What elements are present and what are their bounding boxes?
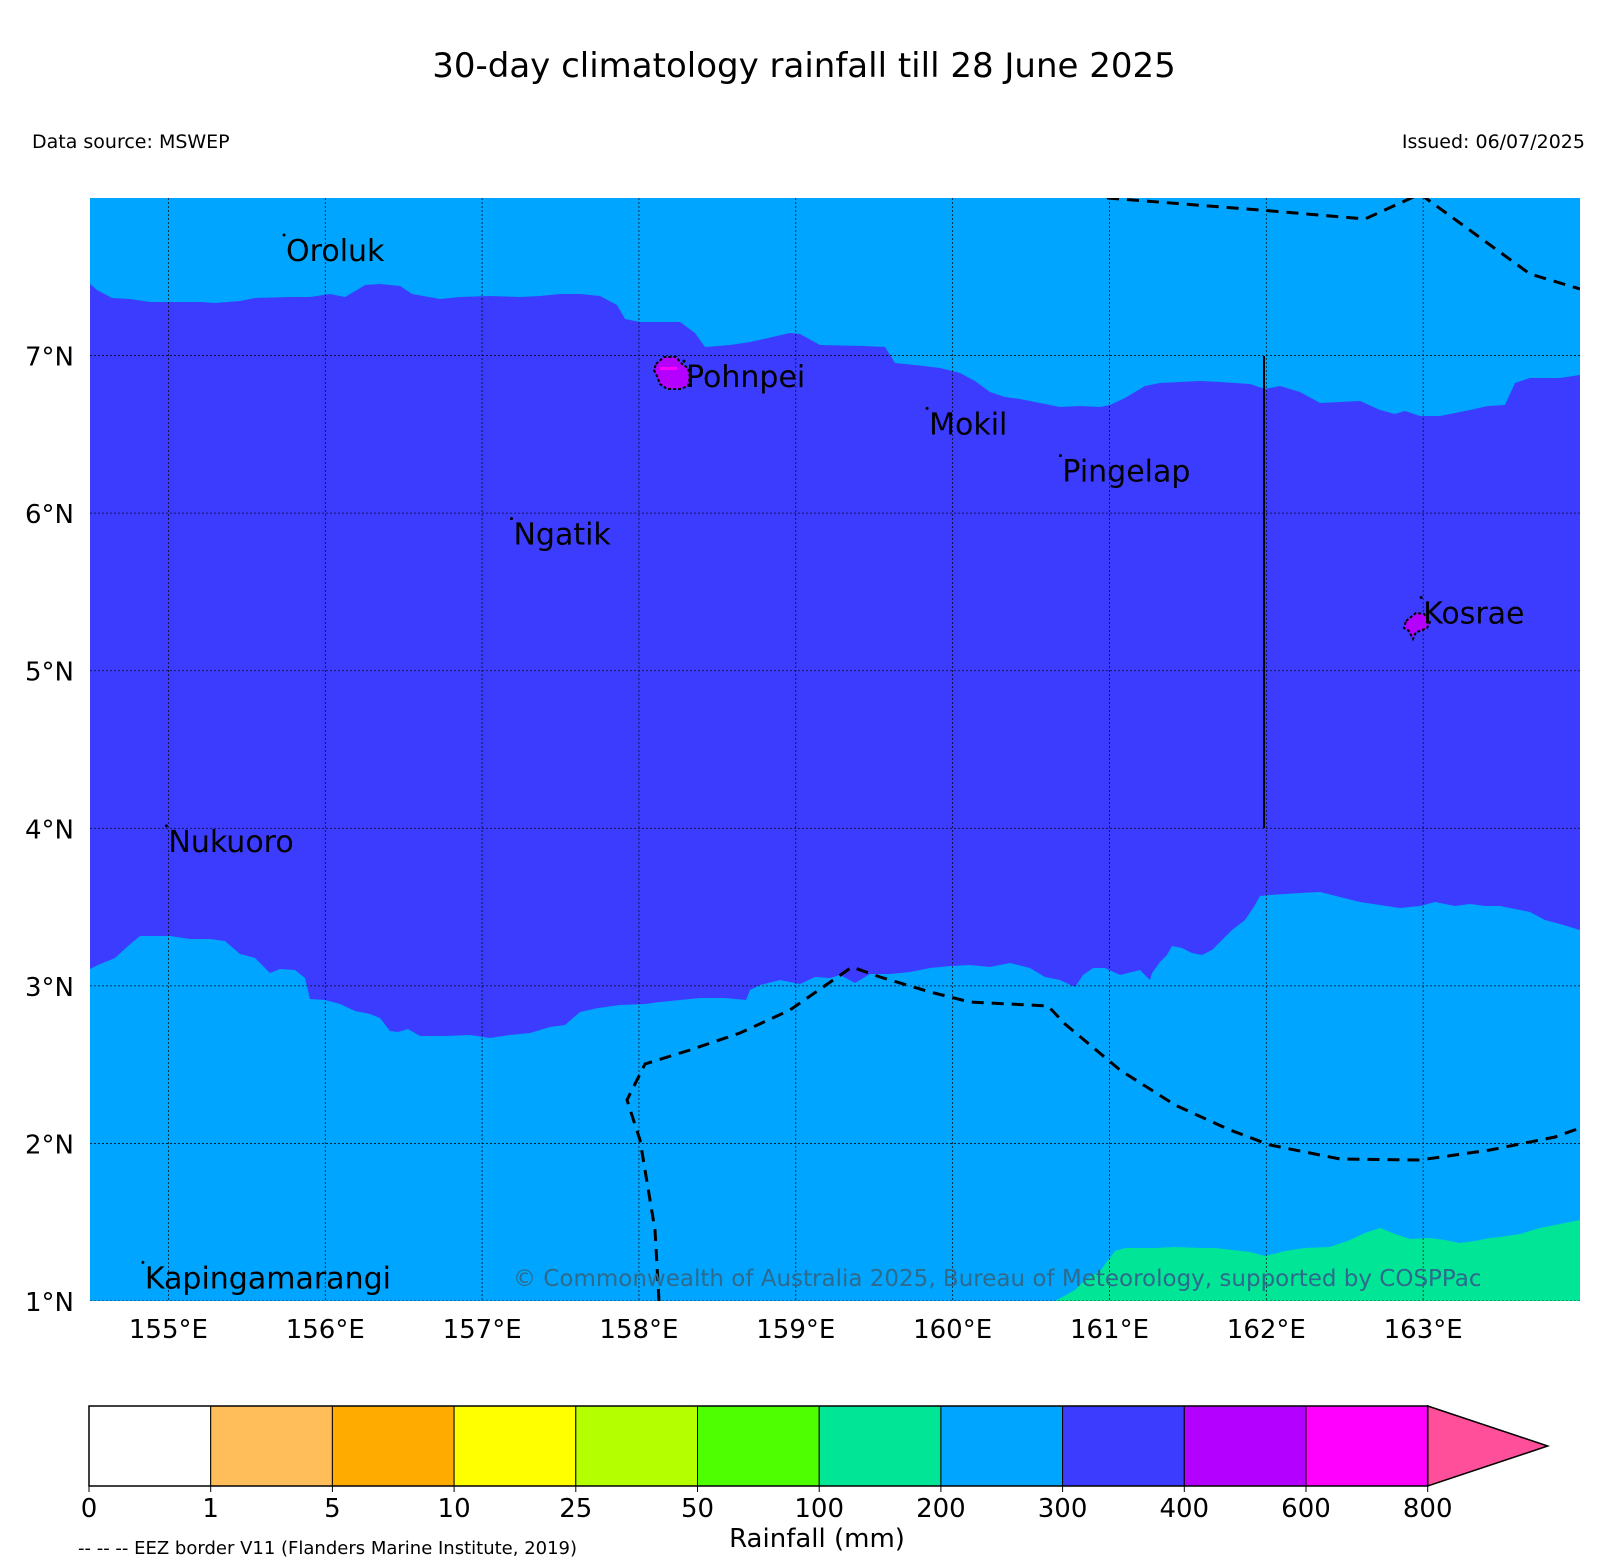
colorbar-tick-label: 400 bbox=[1159, 1494, 1209, 1524]
colorbar-segment bbox=[1305, 1405, 1429, 1487]
place-label: Pohnpei bbox=[686, 360, 805, 395]
graticule-lines bbox=[90, 198, 1580, 1301]
rainfall-band-100-200 bbox=[1055, 1220, 1580, 1301]
rainfall-colorbar: 0 1 5 10 25 50 100 200 300 400 600 800 bbox=[81, 1404, 1551, 1524]
place-label: Mokil bbox=[929, 407, 1007, 442]
chart-title: 30-day climatology rainfall till 28 June… bbox=[432, 46, 1176, 86]
place-labels: Oroluk Pohnpei Mokil Pingelap Ngatik Kosrae Nu… bbox=[141, 233, 1525, 1296]
latitude-tick-labels: 1°N 2°N 3°N 4°N 5°N 6°N 7°N bbox=[25, 343, 74, 1318]
place-label: Kosrae bbox=[1423, 596, 1524, 631]
colorbar-label: Rainfall (mm) bbox=[729, 1524, 905, 1554]
colorbar-segment bbox=[210, 1405, 333, 1487]
issued-date-label: Issued: 06/07/2025 bbox=[1402, 131, 1585, 153]
colorbar-tick-label: 100 bbox=[794, 1494, 844, 1524]
island-marker bbox=[509, 517, 513, 521]
colorbar-segment bbox=[88, 1405, 212, 1487]
colorbar-segment bbox=[331, 1405, 455, 1487]
place-label: Kapingamarangi bbox=[145, 1261, 391, 1296]
colorbar-outline bbox=[88, 1405, 1429, 1487]
eez-border-south bbox=[625, 965, 1580, 1301]
longitude-tick-label: 163°E bbox=[1384, 1315, 1463, 1345]
longitude-tick-label: 155°E bbox=[129, 1315, 208, 1345]
island-marker bbox=[282, 233, 286, 237]
island-marker bbox=[164, 824, 168, 828]
island-marker bbox=[141, 1260, 145, 1264]
eez-border-note: -- -- -- EEZ border V11 (Flanders Marine… bbox=[78, 1538, 577, 1559]
eez-boundaries bbox=[625, 198, 1580, 1301]
colorbar-tick-label: 0 bbox=[81, 1494, 98, 1524]
colorbar-tick-label: 25 bbox=[559, 1494, 592, 1524]
colorbar-extend-arrow bbox=[1426, 1404, 1551, 1488]
longitude-tick-label: 158°E bbox=[599, 1315, 678, 1345]
colorbar-segment bbox=[697, 1405, 820, 1487]
colorbar-tick-label: 600 bbox=[1281, 1494, 1331, 1524]
colorbar-tick-label: 1 bbox=[202, 1494, 219, 1524]
colorbar-segment bbox=[575, 1405, 698, 1487]
data-source-label: Data source: MSWEP bbox=[32, 131, 230, 153]
colorbar-tick-label: 800 bbox=[1403, 1494, 1453, 1524]
colorbar-segment bbox=[1183, 1405, 1307, 1487]
pohnpei-island bbox=[652, 356, 692, 390]
place-label: Ngatik bbox=[513, 518, 611, 553]
colorbar-tick-label: 300 bbox=[1038, 1494, 1088, 1524]
island-marker bbox=[1058, 454, 1062, 458]
longitude-tick-label: 159°E bbox=[756, 1315, 835, 1345]
place-label: Oroluk bbox=[286, 234, 385, 269]
rainfall-band-300-400 bbox=[90, 284, 1580, 1038]
latitude-tick-label: 6°N bbox=[25, 500, 74, 530]
longitude-tick-label: 157°E bbox=[443, 1315, 522, 1345]
map-panel: Oroluk Pohnpei Mokil Pingelap Ngatik Kosrae Nu… bbox=[90, 198, 1580, 1301]
place-label: Nukuoro bbox=[168, 825, 293, 860]
latitude-tick-label: 3°N bbox=[25, 973, 74, 1003]
latitude-tick-label: 1°N bbox=[25, 1288, 74, 1318]
latitude-tick-label: 2°N bbox=[25, 1130, 74, 1160]
colorbar-segment bbox=[453, 1405, 577, 1487]
colorbar-tick-label: 50 bbox=[681, 1494, 714, 1524]
colorbar-segment bbox=[1062, 1405, 1185, 1487]
latitude-tick-label: 4°N bbox=[25, 815, 74, 845]
latitude-tick-label: 7°N bbox=[25, 343, 74, 373]
longitude-tick-label: 156°E bbox=[286, 1315, 365, 1345]
colorbar-tick-label: 10 bbox=[438, 1494, 471, 1524]
island-marker bbox=[925, 406, 929, 410]
longitude-tick-label: 161°E bbox=[1070, 1315, 1149, 1345]
colorbar-tick-label: 5 bbox=[324, 1494, 341, 1524]
copyright-notice: © Commonwealth of Australia 2025, Bureau… bbox=[513, 1266, 1482, 1292]
longitude-tick-labels: 155°E 156°E 157°E 158°E 159°E 160°E 161°E 162°E… bbox=[129, 1315, 1463, 1345]
colorbar-segment bbox=[818, 1405, 942, 1487]
colorbar-tick-label: 200 bbox=[916, 1494, 966, 1524]
colorbar-segment bbox=[940, 1405, 1064, 1487]
longitude-tick-label: 160°E bbox=[913, 1315, 992, 1345]
longitude-tick-label: 162°E bbox=[1227, 1315, 1306, 1345]
kosrae-island bbox=[1402, 611, 1432, 642]
place-label: Pingelap bbox=[1062, 455, 1190, 490]
island-marker bbox=[1419, 595, 1423, 599]
latitude-tick-label: 5°N bbox=[25, 658, 74, 688]
island-marker bbox=[682, 359, 686, 363]
